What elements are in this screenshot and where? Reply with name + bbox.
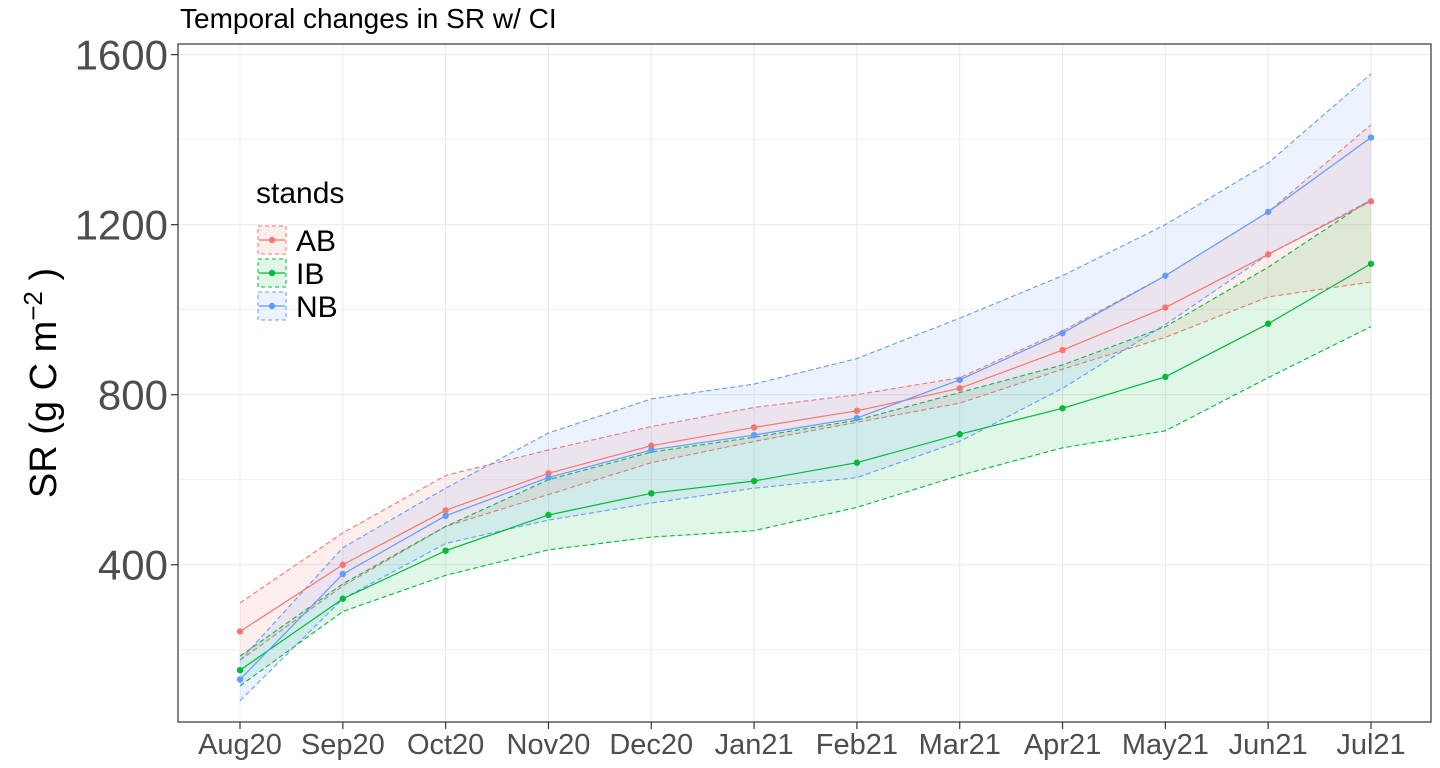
data-point-nb xyxy=(750,431,758,439)
ci-upper-ab xyxy=(239,124,1372,604)
data-point-ib xyxy=(853,459,861,466)
x-tick-label: May21 xyxy=(1122,729,1209,761)
data-point-ib xyxy=(1162,373,1169,381)
data-point-ab xyxy=(956,385,963,392)
data-point-ib xyxy=(236,666,244,674)
series-line-ib xyxy=(239,263,1372,671)
ci-band-ib xyxy=(240,199,1371,686)
data-point-ib xyxy=(545,511,552,519)
ci-upper-nb xyxy=(239,73,1372,661)
x-tick-label: Nov20 xyxy=(507,729,591,761)
data-point-ib xyxy=(1059,405,1066,412)
ci-band-layer xyxy=(239,73,1372,702)
data-point-ab xyxy=(750,424,758,431)
data-point-ib xyxy=(339,595,347,602)
data-point-ib xyxy=(648,490,655,497)
grid-layer xyxy=(178,44,1431,722)
data-point-ab xyxy=(1264,251,1272,258)
legend-label-ib: IB xyxy=(296,258,324,291)
data-point-ab xyxy=(236,628,244,635)
ci-upper-ib xyxy=(239,198,1372,657)
x-tick-label: Sep20 xyxy=(301,729,385,761)
data-point-nb xyxy=(648,446,655,454)
x-tick-label: Oct20 xyxy=(407,729,484,761)
data-point-ib xyxy=(1367,260,1375,267)
ci-lower-ab xyxy=(239,281,1372,661)
legend-label-nb: NB xyxy=(296,291,338,324)
series-line-layer xyxy=(239,137,1372,680)
x-tick-label: Jan21 xyxy=(715,729,794,761)
data-point-nb xyxy=(1367,134,1375,141)
data-point-nb xyxy=(956,376,963,384)
plot-panel-border xyxy=(177,43,1432,723)
chart-title: Temporal changes in SR w/ CI xyxy=(180,3,557,34)
legend-title: stands xyxy=(256,177,344,210)
data-point-ab xyxy=(853,407,861,415)
x-tick-label: Jun21 xyxy=(1229,729,1308,761)
legend-key-nb xyxy=(257,291,287,321)
series-line-nb xyxy=(239,137,1372,680)
data-point-nb xyxy=(545,474,552,481)
data-point-ab xyxy=(339,561,347,568)
data-point-nb xyxy=(1264,208,1272,216)
series-line-ab xyxy=(239,200,1372,632)
x-tick-label: Dec20 xyxy=(609,729,693,761)
data-point-ib xyxy=(956,431,963,438)
axis-tick-layer: 400 800 1200 1600 Aug20 Sep20 Oct20 Nov20 Dec20 J… xyxy=(75,32,1406,761)
data-point-nb xyxy=(853,414,861,422)
data-point-nb xyxy=(339,570,347,578)
data-point-ab xyxy=(1059,346,1066,354)
x-tick-label: Feb21 xyxy=(816,729,898,761)
data-point-ib xyxy=(442,547,449,554)
y-tick-label: 800 xyxy=(98,372,168,419)
y-tick-label: 1600 xyxy=(75,32,168,79)
y-axis-label-text: SR (g C m−2 ) xyxy=(18,268,65,498)
ci-band-nb xyxy=(240,73,1371,701)
legend-label-ab: AB xyxy=(296,225,336,258)
data-point-ab xyxy=(1162,304,1169,311)
legend-point xyxy=(268,236,276,244)
data-point-nb xyxy=(1059,329,1066,337)
data-point-nb xyxy=(236,676,244,683)
x-tick-label: Mar21 xyxy=(919,729,1001,761)
legend-point xyxy=(268,302,276,310)
data-point-ab xyxy=(442,507,449,514)
data-point-nb xyxy=(442,512,449,520)
series-point-layer xyxy=(236,134,1375,683)
data-point-ib xyxy=(1264,320,1272,327)
y-tick-label: 1200 xyxy=(75,202,168,249)
data-point-nb xyxy=(1162,272,1169,279)
legend-key-ab xyxy=(257,225,287,255)
legend-key-ib xyxy=(257,258,287,288)
x-tick-label: Apr21 xyxy=(1024,729,1101,761)
ci-lower-nb xyxy=(239,199,1372,702)
data-point-ib xyxy=(750,477,758,485)
data-point-ab xyxy=(1367,198,1375,205)
legend-point xyxy=(268,269,276,277)
x-tick-label: Aug20 xyxy=(198,729,282,761)
y-tick-label: 400 xyxy=(98,542,168,589)
ci-lower-ib xyxy=(239,326,1372,687)
y-axis-label: SR (g C m−2 ) xyxy=(18,268,65,498)
x-tick-label: Jul21 xyxy=(1336,729,1405,761)
